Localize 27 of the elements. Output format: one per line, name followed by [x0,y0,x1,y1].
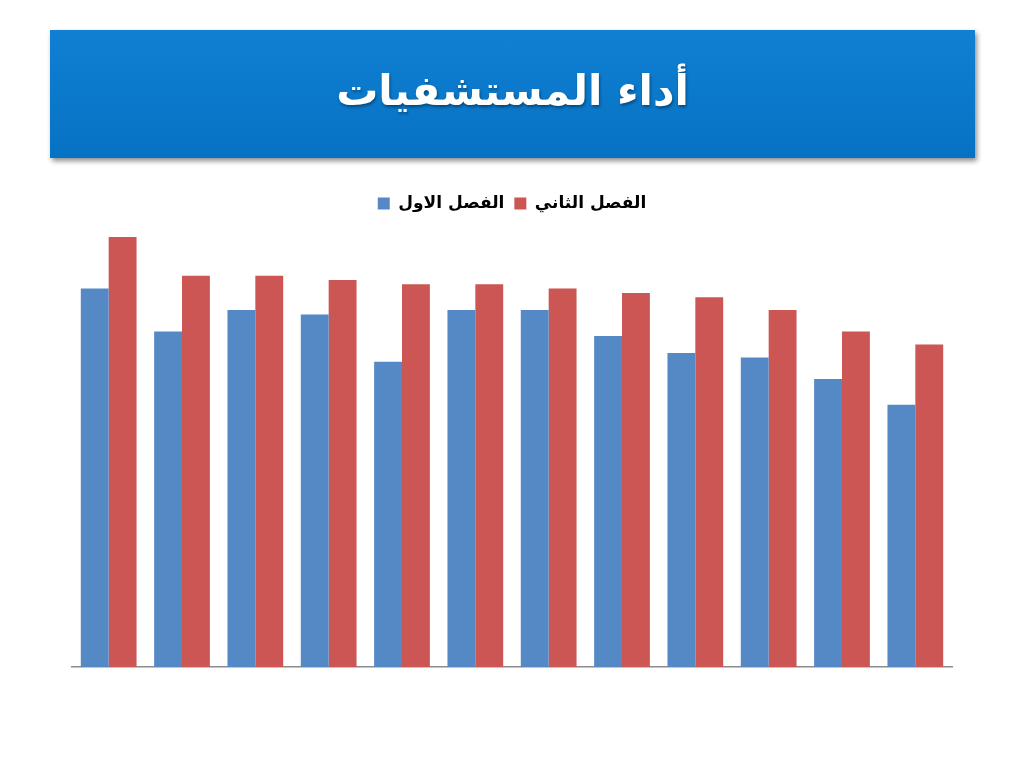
bar [695,297,724,667]
bar [227,310,256,667]
bar [255,275,284,667]
bar [667,353,696,667]
bar [740,357,769,667]
bar [548,288,577,667]
bar [80,288,109,667]
legend-label: الفصل الاول [398,191,505,213]
bar [328,280,357,667]
bar [402,284,430,667]
bar [520,310,549,667]
bar [915,344,944,667]
bar [594,335,622,667]
legend-label: الفصل الثاني [534,191,647,213]
bar [374,361,402,667]
bar [887,404,916,667]
bar [108,237,137,667]
bar [475,284,504,667]
bar [154,331,182,667]
bar [182,275,210,667]
bar [622,292,650,667]
bar [300,314,329,667]
bar [842,331,870,667]
bar [814,378,842,667]
bar [447,310,476,667]
chart-title: أداء المستشفيات [335,62,690,117]
bar [768,310,797,667]
